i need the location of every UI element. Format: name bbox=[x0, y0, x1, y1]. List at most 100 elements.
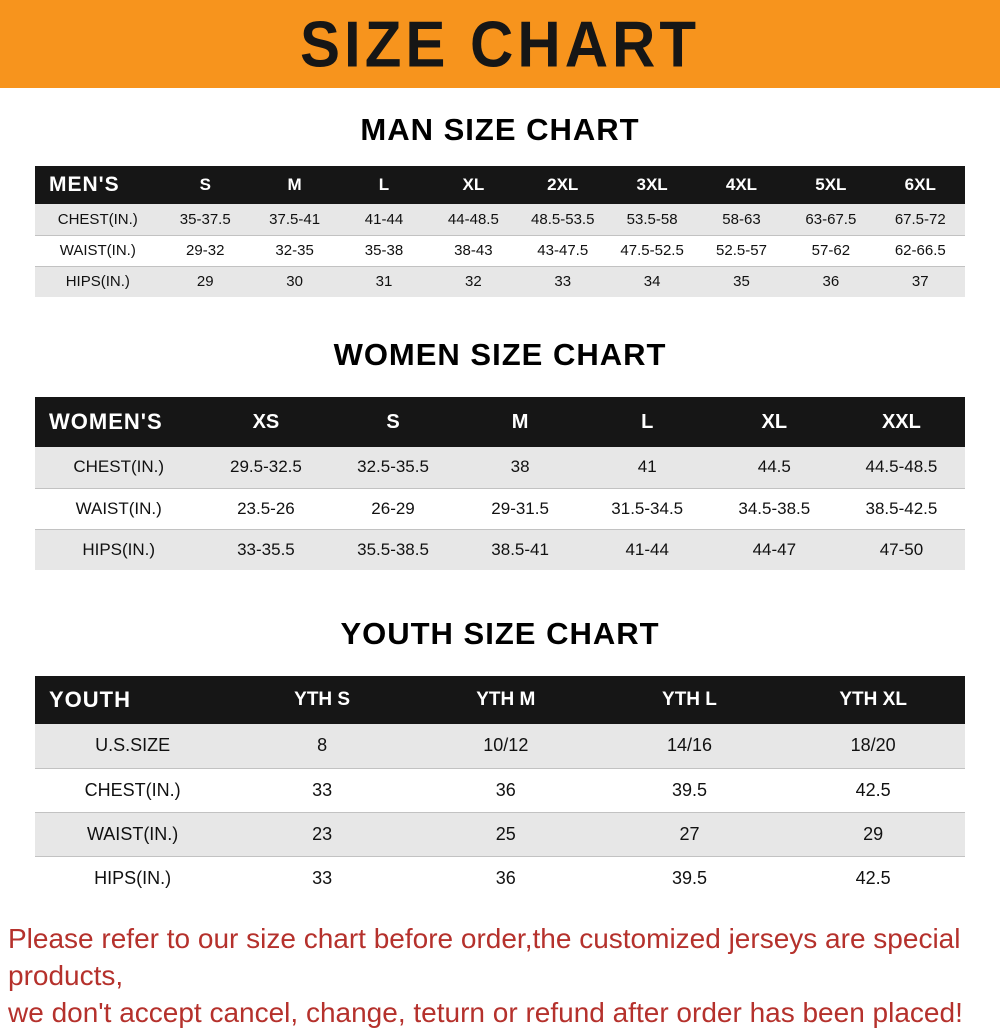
value-cell: 36 bbox=[413, 855, 598, 900]
value-cell: 43-47.5 bbox=[518, 234, 608, 266]
size-header-cell: 5XL bbox=[786, 166, 876, 204]
value-cell: 47.5-52.5 bbox=[607, 234, 697, 266]
value-cell: 32 bbox=[428, 265, 519, 297]
value-cell: 41 bbox=[583, 447, 711, 488]
value-cell: 41-44 bbox=[339, 204, 429, 235]
value-cell: 36 bbox=[413, 767, 598, 812]
value-cell: 42.5 bbox=[781, 767, 965, 812]
value-cell: 38-43 bbox=[428, 234, 519, 266]
table-row: WAIST(IN.) 29-32 32-35 35-38 38-43 43-47.5 47.… bbox=[35, 234, 965, 266]
table-title-cell: YOUTH bbox=[35, 676, 231, 724]
value-cell: 67.5-72 bbox=[875, 204, 965, 235]
table-header-row: MEN'S S M L XL 2XL 3XL 4XL 5XL 6XL bbox=[35, 166, 965, 204]
row-label-cell: CHEST(IN.) bbox=[35, 767, 231, 812]
value-cell: 41-44 bbox=[583, 528, 711, 570]
value-cell: 44-47 bbox=[710, 528, 838, 570]
value-cell: 52.5-57 bbox=[696, 234, 787, 266]
value-cell: 34.5-38.5 bbox=[710, 487, 838, 529]
value-cell: 35-37.5 bbox=[160, 204, 250, 235]
value-cell: 31 bbox=[339, 265, 429, 297]
size-header-cell: L bbox=[339, 166, 429, 204]
table-row: CHEST(IN.) 29.5-32.5 32.5-35.5 38 41 44.5 44.5… bbox=[35, 447, 965, 488]
size-header-cell: S bbox=[160, 166, 250, 204]
row-label-cell: WAIST(IN.) bbox=[35, 487, 203, 529]
size-header-cell: XL bbox=[710, 397, 838, 447]
table-row: HIPS(IN.) 29 30 31 32 33 34 35 36 37 bbox=[35, 265, 965, 297]
size-header-cell: M bbox=[249, 166, 340, 204]
row-label-cell: U.S.SIZE bbox=[35, 724, 231, 768]
value-cell: 44.5-48.5 bbox=[837, 447, 965, 488]
value-cell: 38.5-41 bbox=[456, 528, 584, 570]
men-section-heading: MAN SIZE CHART bbox=[360, 112, 640, 147]
size-header-cell: 6XL bbox=[875, 166, 965, 204]
size-header-cell: 3XL bbox=[607, 166, 697, 204]
table-row: CHEST(IN.) 33 36 39.5 42.5 bbox=[35, 767, 965, 812]
footer-line-1: Please refer to our size chart before or… bbox=[8, 923, 961, 991]
value-cell: 53.5-58 bbox=[607, 204, 697, 235]
value-cell: 31.5-34.5 bbox=[583, 487, 711, 529]
value-cell: 25 bbox=[413, 811, 598, 856]
footer-note: Please refer to our size chart before or… bbox=[0, 920, 1000, 1031]
youth-section: YOUTH SIZE CHART YOUTH YTH S YTH M YTH L YTH… bbox=[0, 616, 1000, 900]
value-cell: 29.5-32.5 bbox=[202, 447, 330, 488]
size-header-cell: 2XL bbox=[518, 166, 608, 204]
value-cell: 32.5-35.5 bbox=[329, 447, 457, 488]
value-cell: 57-62 bbox=[786, 234, 876, 266]
value-cell: 33 bbox=[230, 855, 414, 900]
size-header-cell: 4XL bbox=[696, 166, 787, 204]
page-title: SIZE CHART bbox=[300, 7, 700, 81]
value-cell: 63-67.5 bbox=[786, 204, 876, 235]
size-header-cell: YTH M bbox=[413, 676, 598, 724]
value-cell: 33 bbox=[230, 767, 414, 812]
value-cell: 35-38 bbox=[339, 234, 429, 266]
row-label-cell: WAIST(IN.) bbox=[35, 234, 161, 266]
size-header-cell: S bbox=[329, 397, 457, 447]
value-cell: 47-50 bbox=[837, 528, 965, 570]
size-header-cell: L bbox=[583, 397, 711, 447]
value-cell: 34 bbox=[607, 265, 697, 297]
value-cell: 32-35 bbox=[249, 234, 340, 266]
table-header-row: YOUTH YTH S YTH M YTH L YTH XL bbox=[35, 676, 965, 724]
men-size-table: MEN'S S M L XL 2XL 3XL 4XL 5XL 6XL CHEST(IN.) 35-37… bbox=[35, 166, 965, 297]
value-cell: 29 bbox=[781, 811, 965, 856]
table-row: CHEST(IN.) 35-37.5 37.5-41 41-44 44-48.5 48.5… bbox=[35, 204, 965, 235]
row-label-cell: WAIST(IN.) bbox=[35, 811, 231, 856]
row-label-cell: HIPS(IN.) bbox=[35, 528, 203, 570]
men-section: MAN SIZE CHART MEN'S S M L XL 2XL 3XL 4XL 5XL 6XL… bbox=[0, 112, 1000, 297]
size-header-cell: M bbox=[456, 397, 584, 447]
value-cell: 27 bbox=[597, 811, 782, 856]
size-header-cell: XL bbox=[428, 166, 519, 204]
table-row: HIPS(IN.) 33 36 39.5 42.5 bbox=[35, 855, 965, 900]
table-row: HIPS(IN.) 33-35.5 35.5-38.5 38.5-41 41-44 44-… bbox=[35, 528, 965, 570]
youth-size-table: YOUTH YTH S YTH M YTH L YTH XL U.S.SIZE 8 10/12… bbox=[35, 676, 965, 900]
youth-section-heading: YOUTH SIZE CHART bbox=[340, 616, 660, 651]
value-cell: 38 bbox=[456, 447, 584, 488]
table-row: U.S.SIZE 8 10/12 14/16 18/20 bbox=[35, 724, 965, 768]
value-cell: 23.5-26 bbox=[202, 487, 330, 529]
value-cell: 35 bbox=[696, 265, 787, 297]
size-header-cell: XXL bbox=[837, 397, 965, 447]
women-size-table: WOMEN'S XS S M L XL XXL CHEST(IN.) 29.5-32.5 32.5… bbox=[35, 397, 965, 570]
value-cell: 37 bbox=[875, 265, 965, 297]
row-label-cell: HIPS(IN.) bbox=[35, 265, 161, 297]
value-cell: 23 bbox=[230, 811, 414, 856]
value-cell: 38.5-42.5 bbox=[837, 487, 965, 529]
table-header-row: WOMEN'S XS S M L XL XXL bbox=[35, 397, 965, 447]
value-cell: 29-32 bbox=[160, 234, 250, 266]
size-header-cell: YTH S bbox=[230, 676, 414, 724]
value-cell: 36 bbox=[786, 265, 876, 297]
row-label-cell: HIPS(IN.) bbox=[35, 855, 231, 900]
value-cell: 39.5 bbox=[597, 767, 782, 812]
value-cell: 8 bbox=[230, 724, 414, 768]
table-row: WAIST(IN.) 23.5-26 26-29 29-31.5 31.5-34.5 34… bbox=[35, 487, 965, 529]
value-cell: 10/12 bbox=[413, 724, 598, 768]
value-cell: 33-35.5 bbox=[202, 528, 330, 570]
value-cell: 44.5 bbox=[710, 447, 838, 488]
value-cell: 39.5 bbox=[597, 855, 782, 900]
value-cell: 26-29 bbox=[329, 487, 457, 529]
size-header-cell: XS bbox=[202, 397, 330, 447]
value-cell: 29 bbox=[160, 265, 250, 297]
value-cell: 30 bbox=[249, 265, 340, 297]
value-cell: 35.5-38.5 bbox=[329, 528, 457, 570]
row-label-cell: CHEST(IN.) bbox=[35, 204, 161, 235]
